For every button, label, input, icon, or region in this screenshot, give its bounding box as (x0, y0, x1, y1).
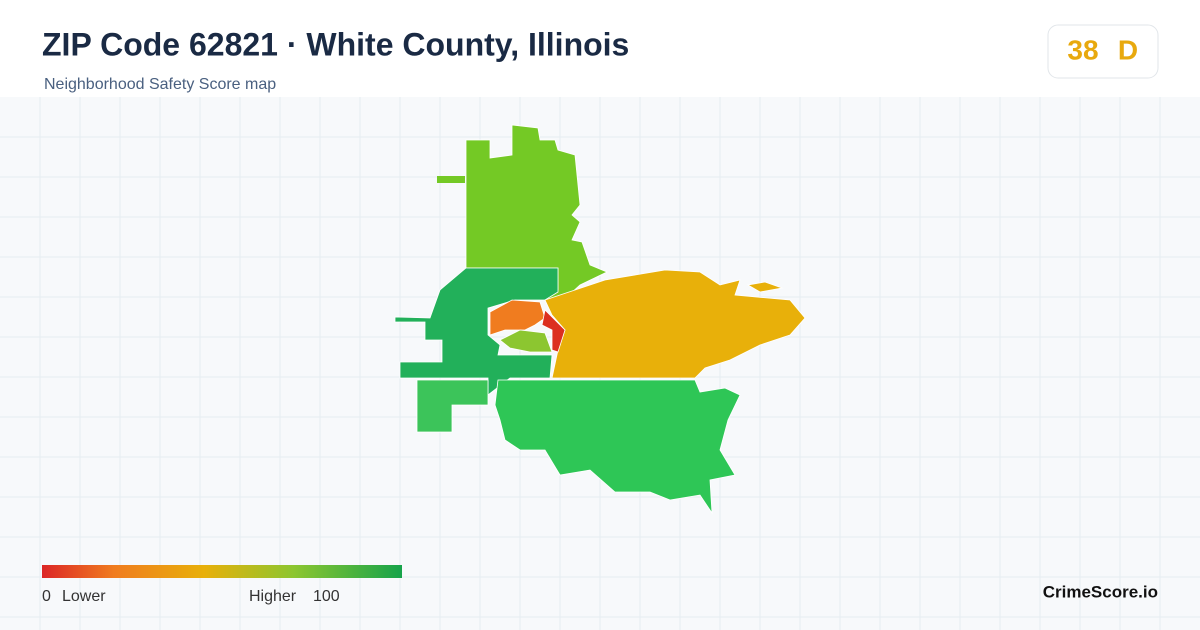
legend-max-label: Higher (249, 588, 297, 605)
title: ZIP Code 62821 · White County, Illinois (42, 26, 629, 62)
region (494, 379, 741, 515)
score-badge (1047, 24, 1159, 79)
score-value: 38 (1067, 34, 1098, 65)
score-grade: D (1118, 34, 1138, 65)
region (499, 329, 553, 353)
legend-max: 100 (313, 588, 340, 605)
legend-min: 0 (42, 588, 51, 605)
legend-min-label: Lower (62, 588, 106, 605)
map (394, 124, 806, 515)
brand: CrimeScore.io (1043, 582, 1158, 601)
legend-bar (42, 565, 402, 578)
grid (0, 97, 1200, 630)
region (541, 309, 566, 353)
subtitle: Neighborhood Safety Score map (44, 76, 276, 93)
region (416, 379, 489, 433)
region (437, 176, 465, 183)
region (489, 299, 546, 336)
region (746, 281, 784, 293)
